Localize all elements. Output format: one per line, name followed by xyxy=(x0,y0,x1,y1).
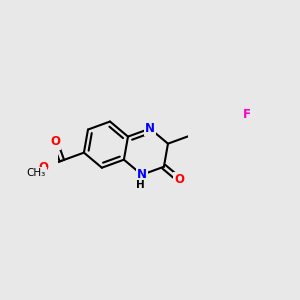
Text: H: H xyxy=(136,180,144,190)
Text: F: F xyxy=(243,108,251,121)
Text: N: N xyxy=(145,122,155,135)
Text: N: N xyxy=(137,168,147,181)
Text: CH₃: CH₃ xyxy=(27,169,46,178)
Text: O: O xyxy=(174,173,184,186)
Text: O: O xyxy=(50,135,60,148)
Text: O: O xyxy=(38,161,48,174)
